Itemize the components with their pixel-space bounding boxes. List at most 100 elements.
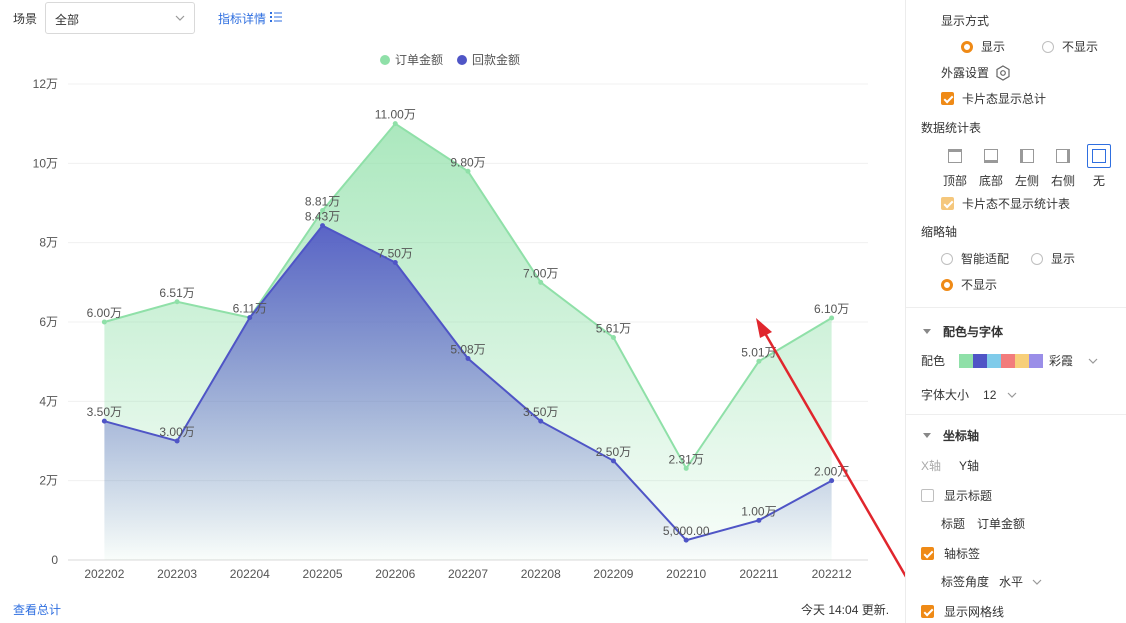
label-angle-label: 标签角度 [941, 575, 990, 589]
data-point [320, 208, 326, 214]
palette-select[interactable]: 配色 彩霞 [921, 352, 1099, 369]
chevron-down-icon [1007, 392, 1017, 398]
stat-table-title-text: 数据统计表 [921, 121, 982, 135]
data-label: 6.10万 [814, 302, 849, 316]
exposure-settings[interactable]: 外露设置 [941, 64, 1011, 81]
x-tick-label: 202209 [593, 567, 633, 581]
data-label: 5.08万 [450, 342, 485, 356]
stat-table-title: 数据统计表 [921, 119, 981, 136]
show-title-label: 显示标题 [944, 489, 993, 503]
position-left-icon [1015, 144, 1039, 168]
gear-icon[interactable] [995, 64, 1011, 81]
stat-position-top[interactable]: 顶部 [941, 144, 969, 189]
data-point [538, 279, 544, 285]
data-label: 6.11万 [233, 302, 267, 316]
stat-position-bottom[interactable]: 底部 [977, 144, 1005, 189]
data-label: 5.01万 [741, 345, 776, 359]
card-hide-stat-label: 卡片态不显示统计表 [962, 197, 1071, 211]
data-point [247, 315, 253, 321]
label-angle-select[interactable]: 标签角度 水平 [941, 573, 1043, 590]
data-point [465, 355, 471, 361]
position-none-label: 无 [1092, 174, 1105, 188]
list-icon[interactable] [270, 11, 282, 23]
y-tick-label: 12万 [33, 77, 58, 91]
data-label: 9.80万 [450, 155, 485, 169]
axis-section-header[interactable]: 坐标轴 [923, 427, 979, 444]
x-tick-label: 202212 [812, 567, 852, 581]
line-layer [101, 121, 835, 543]
tab-y-axis[interactable]: Y轴 [959, 459, 980, 473]
show-grid-checkbox[interactable]: 显示网格线 [921, 603, 1004, 620]
show-title-checkbox[interactable]: 显示标题 [921, 487, 992, 504]
x-tick-label: 202202 [84, 567, 124, 581]
swatch [987, 353, 1002, 368]
data-label: 2.50万 [596, 445, 631, 459]
palette-name: 彩霞 [1049, 354, 1074, 368]
data-label: 5.61万 [596, 321, 631, 335]
swatch [1029, 353, 1044, 368]
display-mode-hide-radio[interactable]: 不显示 [1042, 38, 1098, 55]
color-font-section-header[interactable]: 配色与字体 [923, 323, 1003, 340]
thumb-axis-show-radio[interactable]: 显示 [1031, 250, 1075, 267]
display-mode-show-radio[interactable]: 显示 [961, 38, 1005, 55]
data-label: 3.00万 [159, 425, 194, 439]
collapse-triangle-icon [923, 433, 931, 438]
radio-off-icon [1031, 252, 1043, 265]
card-hide-stat-checkbox[interactable]: 卡片态不显示统计表 [941, 195, 1070, 212]
thumb-axis-smart-radio[interactable]: 智能适配 [941, 250, 1009, 267]
axis-label-checkbox[interactable]: 轴标签 [921, 545, 980, 562]
thumb-axis-show-label: 显示 [1051, 252, 1076, 266]
data-point [756, 517, 762, 523]
radio-off-icon [941, 252, 953, 265]
data-label: 7.00万 [523, 266, 558, 280]
palette-swatches [959, 353, 1044, 368]
swatch [1001, 353, 1016, 368]
scene-select[interactable]: 全部 [45, 2, 195, 34]
x-tick-label: 202205 [303, 567, 343, 581]
font-size-select[interactable]: 字体大小 12 [921, 386, 1018, 403]
data-label: 6.51万 [159, 286, 194, 300]
palette-label: 配色 [921, 354, 946, 368]
x-tick-label: 202210 [666, 567, 706, 581]
display-mode-hide-label: 不显示 [1062, 40, 1099, 54]
x-tick-label: 202204 [230, 567, 270, 581]
data-label: 1.00万 [741, 504, 776, 518]
data-point [174, 299, 180, 305]
data-point [392, 121, 398, 127]
font-size-value: 12 [983, 387, 997, 402]
x-tick-label: 202211 [739, 567, 778, 581]
thumb-axis-hide-radio[interactable]: 不显示 [941, 276, 997, 293]
stat-position-none[interactable]: 无 [1085, 144, 1113, 189]
x-tick-label: 202208 [521, 567, 561, 581]
thumb-axis-title-text: 缩略轴 [921, 225, 958, 239]
data-label: 2.31万 [669, 452, 704, 466]
legend-item-order[interactable]: 订单金额 [380, 51, 443, 68]
swatch [973, 353, 988, 368]
radio-off-icon [1042, 40, 1054, 53]
data-point [101, 319, 107, 325]
swatch [1015, 353, 1030, 368]
tab-x-axis[interactable]: X轴 [921, 459, 942, 473]
thumb-axis-smart-label: 智能适配 [961, 252, 1010, 266]
position-right-label: 右侧 [1050, 174, 1075, 188]
update-time-text: 今天 14:04 更新. [801, 603, 890, 617]
label-angle-value: 水平 [999, 575, 1024, 589]
radio-on-icon [961, 40, 973, 53]
view-total-link[interactable]: 查看总计 [13, 603, 62, 617]
card-show-total-checkbox[interactable]: 卡片态显示总计 [941, 90, 1046, 107]
data-label: 2.00万 [814, 465, 849, 479]
checkbox-checked-icon [921, 547, 934, 560]
indicator-detail-link[interactable]: 指标详情 [218, 12, 267, 26]
stat-position-left[interactable]: 左侧 [1013, 144, 1041, 189]
legend-label-payment: 回款金额 [472, 53, 521, 67]
divider [906, 307, 1126, 308]
legend-item-payment[interactable]: 回款金额 [457, 51, 520, 68]
stat-position-right[interactable]: 右侧 [1049, 144, 1077, 189]
y-tick-label: 8万 [39, 236, 58, 250]
chevron-down-icon [1032, 579, 1042, 585]
chevron-down-icon [1088, 358, 1098, 364]
x-tick-label: 202207 [448, 567, 488, 581]
thumb-axis-title: 缩略轴 [921, 223, 957, 240]
axis-tabs: X轴 Y轴 [921, 457, 979, 474]
position-bottom-icon [979, 144, 1003, 168]
